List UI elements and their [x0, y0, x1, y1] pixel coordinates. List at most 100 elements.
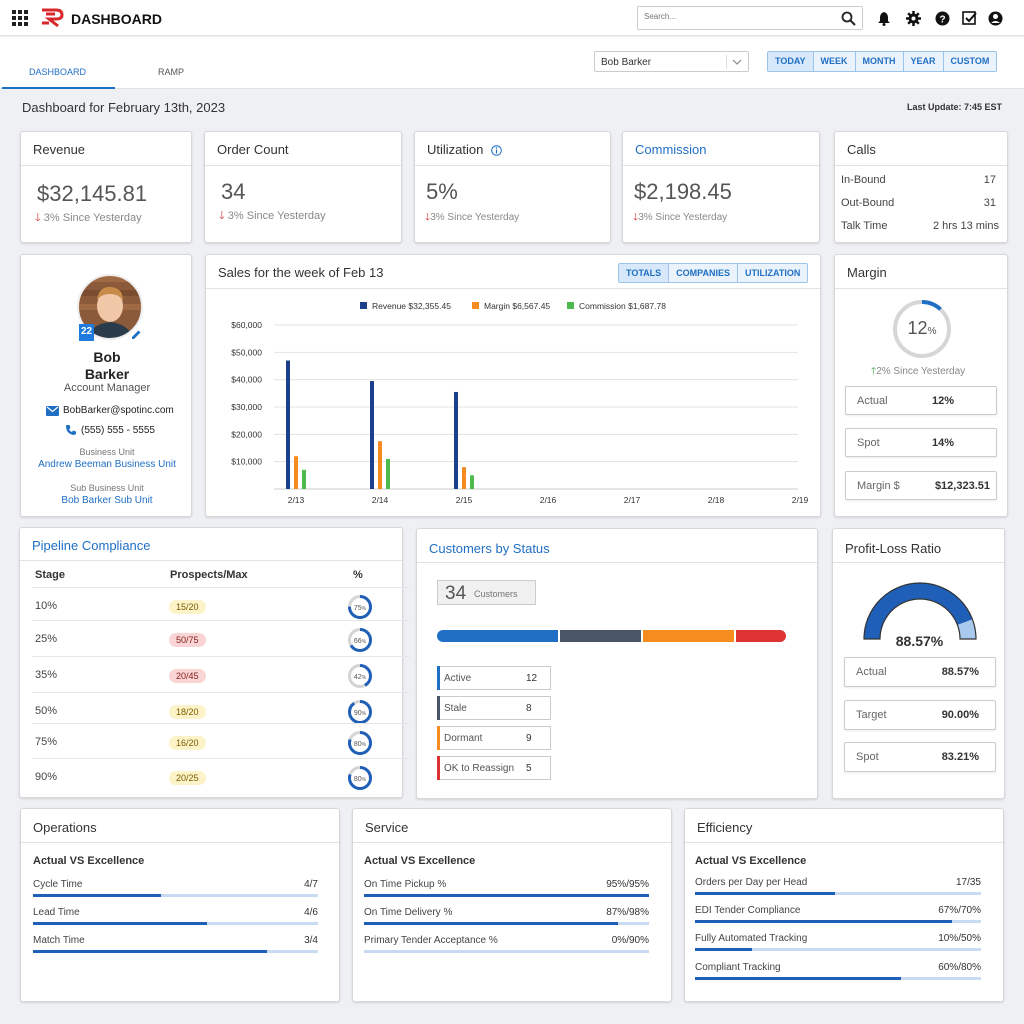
- metric-value: 4/6: [304, 907, 318, 918]
- tabs-bar: DASHBOARD RAMP Bob Barker TODAY WEEK MON…: [0, 37, 1024, 89]
- profile-first-name: Bob: [93, 349, 121, 365]
- search-icon[interactable]: [841, 11, 856, 26]
- commission-change: 🡓3% Since Yesterday: [633, 210, 727, 227]
- bar: [294, 456, 298, 489]
- commission-title[interactable]: Commission: [623, 132, 819, 166]
- bar: [462, 467, 466, 489]
- order-count-since: 3% Since Yesterday: [227, 210, 326, 222]
- pct-label: 80%: [354, 776, 367, 783]
- margin-actual-row: Actual 12%: [845, 386, 997, 415]
- metric-progress: [364, 894, 649, 897]
- edit-icon[interactable]: [131, 329, 142, 340]
- pct-ring: 66%: [348, 628, 372, 652]
- metric-progress: [695, 977, 981, 980]
- gear-icon[interactable]: [906, 11, 921, 26]
- pct-ring: 42%: [348, 664, 372, 688]
- metric-value: 95%/95%: [606, 879, 649, 890]
- range-year-button[interactable]: YEAR: [904, 52, 944, 71]
- plr-spot-label: Spot: [856, 751, 879, 763]
- range-week-button[interactable]: WEEK: [814, 52, 856, 71]
- y-tick-label: $40,000: [231, 375, 262, 385]
- profile-email[interactable]: BobBarker@spotinc.com: [63, 405, 174, 416]
- utilization-button[interactable]: UTILIZATION: [745, 268, 801, 278]
- status-segment: [642, 630, 734, 642]
- totals-button[interactable]: TOTALS: [619, 264, 670, 282]
- chevron-down-icon[interactable]: [732, 58, 742, 66]
- range-month-button[interactable]: MONTH: [856, 52, 904, 71]
- search-input[interactable]: [644, 12, 834, 21]
- revenue-change: 🡓 3% Since Yesterday: [35, 209, 142, 228]
- margin-card: Margin 12% 🡑2% Since Yesterday Actual 12%…: [834, 254, 1008, 517]
- utilization-change: 🡓3% Since Yesterday: [425, 210, 519, 227]
- order-count-change: 🡓 3% Since Yesterday: [219, 207, 326, 226]
- status-row: Stale 8: [437, 696, 551, 720]
- profile-role: Account Manager: [63, 382, 151, 394]
- app-grid-icon[interactable]: [12, 10, 28, 26]
- sales-view-group: TOTALS COMPANIES UTILIZATION: [618, 263, 809, 283]
- info-icon[interactable]: [491, 145, 502, 156]
- utilization-label: Utilization: [427, 142, 484, 157]
- row-divider: [32, 723, 410, 724]
- utilization-since: 3% Since Yesterday: [430, 212, 520, 223]
- metric-label: On Time Pickup %: [364, 879, 447, 890]
- status-label: Active: [444, 673, 472, 684]
- margin-pct-symbol: %: [927, 326, 937, 337]
- operations-title: Operations: [21, 809, 339, 843]
- sub-business-unit-link[interactable]: Bob Barker Sub Unit: [61, 495, 153, 506]
- arrow-down-icon: 🡓: [35, 212, 41, 224]
- pct-label: 42%: [354, 674, 367, 681]
- svg-text:?: ?: [939, 15, 945, 26]
- pipeline-title[interactable]: Pipeline Compliance: [20, 528, 402, 561]
- search-box[interactable]: [637, 6, 863, 30]
- margin-ring: [893, 300, 951, 358]
- customers-title[interactable]: Customers by Status: [417, 529, 817, 563]
- customers-card: Customers by Status: [416, 528, 818, 799]
- margin-dollar-value: $12,323.51: [934, 480, 990, 492]
- status-label: Dormant: [444, 733, 483, 744]
- plr-spot-row: Spot 83.21%: [844, 742, 996, 772]
- last-update: Last Update: 7:45 EST: [907, 102, 1003, 112]
- margin-value: 12%: [891, 318, 953, 339]
- revenue-card: Revenue $32,145.81 🡓 3% Since Yesterday: [20, 131, 192, 243]
- profit-loss-gauge: [863, 582, 977, 640]
- metric-progress: [364, 950, 649, 953]
- x-tick-label: 2/19: [792, 495, 809, 505]
- metric-label: EDI Tender Compliance: [695, 905, 801, 916]
- status-count: 9: [526, 733, 532, 744]
- ring-fill: [893, 300, 951, 358]
- tasks-icon[interactable]: [962, 11, 977, 26]
- status-color: [437, 726, 440, 750]
- range-custom-button[interactable]: CUSTOM: [950, 56, 990, 66]
- col-stage: Stage: [35, 569, 65, 581]
- tab-dashboard[interactable]: DASHBOARD: [29, 67, 87, 77]
- metric-label: Cycle Time: [33, 879, 83, 890]
- stage-value: 90%: [35, 771, 58, 783]
- account-icon[interactable]: [988, 11, 1003, 26]
- range-today-button[interactable]: TODAY: [768, 52, 814, 71]
- metric-value: 60%/80%: [938, 962, 981, 973]
- operations-card: Operations Actual VS Excellence Cycle Ti…: [20, 808, 340, 1002]
- companies-button[interactable]: COMPANIES: [669, 264, 739, 282]
- ring-fill: [348, 628, 372, 652]
- calls-title: Calls: [835, 132, 1007, 166]
- mail-icon: [46, 406, 59, 416]
- user-select[interactable]: Bob Barker: [594, 51, 749, 72]
- plr-target-label: Target: [856, 709, 887, 721]
- tab-ramp[interactable]: RAMP: [158, 67, 185, 77]
- plr-actual-label: Actual: [856, 666, 887, 678]
- ring-fill: [348, 766, 372, 790]
- ring-fill: [348, 595, 372, 619]
- gauge-outline: [863, 582, 977, 640]
- help-icon[interactable]: ?: [935, 11, 950, 26]
- utilization-value: 5%: [426, 179, 458, 204]
- status-count: 12: [526, 673, 538, 684]
- margin-spot-label: Spot: [857, 437, 880, 449]
- bar: [386, 458, 390, 489]
- bell-icon[interactable]: [877, 11, 891, 26]
- profit-loss-card: Profit-Loss Ratio 88.57% Actual 88.57% Ta…: [832, 528, 1005, 799]
- margin-dollar-row: Margin $ $12,323.51: [845, 471, 997, 500]
- business-unit-link[interactable]: Andrew Beeman Business Unit: [38, 459, 176, 470]
- service-subtitle: Actual VS Excellence: [364, 855, 476, 867]
- row-divider: [32, 692, 410, 693]
- status-segment: [560, 630, 641, 642]
